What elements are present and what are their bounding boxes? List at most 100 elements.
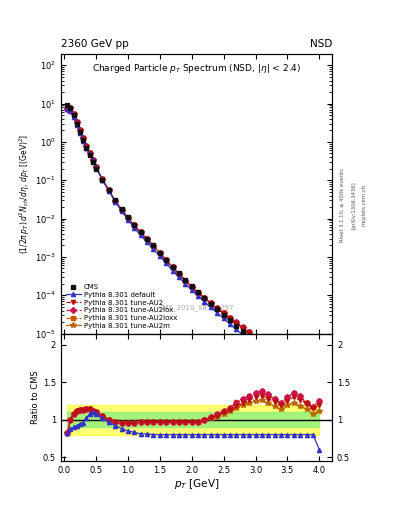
Pythia 8.301 tune-AU2	[84, 143, 89, 149]
Pythia 8.301 tune-AU2loxx	[158, 250, 162, 256]
Pythia 8.301 tune-AU2loxx	[68, 105, 73, 112]
Pythia 8.301 tune-AU2loxx	[71, 111, 76, 117]
Pythia 8.301 tune-AU2	[151, 243, 156, 249]
Pythia 8.301 tune-AU2m	[196, 290, 200, 296]
Pythia 8.301 tune-AU2lox	[119, 207, 124, 213]
CMS	[68, 105, 73, 112]
Pythia 8.301 tune-AU2m	[221, 310, 226, 316]
Pythia 8.301 tune-AU2loxx	[132, 222, 137, 228]
Pythia 8.301 tune-AU2m	[183, 278, 188, 284]
Pythia 8.301 default	[158, 253, 162, 260]
Pythia 8.301 default	[125, 217, 130, 223]
Pythia 8.301 tune-AU2m	[202, 295, 207, 301]
Pythia 8.301 tune-AU2m	[215, 306, 220, 312]
Pythia 8.301 tune-AU2lox	[196, 290, 200, 296]
Pythia 8.301 tune-AU2m	[298, 373, 303, 379]
CMS	[75, 121, 79, 127]
Pythia 8.301 default	[247, 337, 252, 343]
Pythia 8.301 tune-AU2m	[107, 187, 111, 194]
Pythia 8.301 tune-AU2lox	[170, 264, 175, 270]
Pythia 8.301 tune-AU2lox	[145, 236, 149, 242]
CMS	[170, 264, 175, 270]
Pythia 8.301 tune-AU2lox	[292, 366, 296, 372]
Pythia 8.301 tune-AU2loxx	[310, 384, 315, 390]
Pythia 8.301 tune-AU2	[164, 257, 169, 263]
Pythia 8.301 tune-AU2lox	[285, 361, 290, 368]
Pythia 8.301 tune-AU2lox	[234, 319, 239, 326]
Line: Pythia 8.301 tune-AU2m: Pythia 8.301 tune-AU2m	[64, 105, 322, 396]
Pythia 8.301 tune-AU2loxx	[125, 215, 130, 221]
Pythia 8.301 tune-AU2	[170, 264, 175, 270]
Pythia 8.301 default	[310, 391, 315, 397]
Pythia 8.301 tune-AU2m	[209, 301, 213, 307]
Pythia 8.301 default	[87, 151, 92, 157]
CMS	[94, 166, 98, 172]
Pythia 8.301 tune-AU2m	[138, 229, 143, 236]
Pythia 8.301 tune-AU2loxx	[304, 378, 309, 385]
Pythia 8.301 default	[292, 374, 296, 380]
CMS	[317, 392, 322, 398]
Text: mcplots.cern.ch: mcplots.cern.ch	[362, 184, 367, 226]
Pythia 8.301 tune-AU2	[81, 135, 86, 141]
Text: Rivet 3.1.10, ≥ 400k events: Rivet 3.1.10, ≥ 400k events	[340, 168, 345, 242]
Pythia 8.301 tune-AU2loxx	[202, 295, 207, 301]
Pythia 8.301 tune-AU2loxx	[247, 329, 252, 335]
Pythia 8.301 tune-AU2m	[125, 215, 130, 221]
Y-axis label: Ratio to CMS: Ratio to CMS	[31, 370, 40, 424]
CMS	[279, 360, 283, 366]
CMS	[304, 381, 309, 388]
Pythia 8.301 tune-AU2lox	[189, 284, 194, 290]
Pythia 8.301 tune-AU2	[298, 372, 303, 378]
Pythia 8.301 default	[132, 225, 137, 231]
Text: [arXiv:1306.3436]: [arXiv:1306.3436]	[351, 181, 356, 229]
Pythia 8.301 tune-AU2m	[78, 127, 83, 133]
Pythia 8.301 tune-AU2loxx	[298, 372, 303, 378]
Pythia 8.301 default	[151, 246, 156, 252]
CMS	[113, 197, 118, 203]
Pythia 8.301 tune-AU2m	[81, 135, 86, 141]
CMS	[81, 137, 86, 143]
CMS	[158, 249, 162, 255]
CMS	[247, 333, 252, 339]
Pythia 8.301 tune-AU2loxx	[279, 357, 283, 363]
Pythia 8.301 tune-AU2lox	[75, 119, 79, 125]
CMS	[215, 306, 220, 312]
Pythia 8.301 tune-AU2lox	[132, 222, 137, 228]
Pythia 8.301 tune-AU2	[317, 389, 322, 395]
Pythia 8.301 tune-AU2loxx	[170, 264, 175, 270]
CMS	[107, 187, 111, 194]
Legend: CMS, Pythia 8.301 default, Pythia 8.301 tune-AU2, Pythia 8.301 tune-AU2lox, Pyth: CMS, Pythia 8.301 default, Pythia 8.301 …	[64, 283, 178, 330]
CMS	[78, 129, 83, 135]
Pythia 8.301 tune-AU2m	[292, 367, 296, 373]
Pythia 8.301 tune-AU2loxx	[183, 278, 188, 284]
Pythia 8.301 tune-AU2m	[310, 386, 315, 392]
Pythia 8.301 tune-AU2loxx	[138, 229, 143, 236]
Pythia 8.301 default	[317, 400, 322, 407]
Pythia 8.301 tune-AU2	[100, 177, 105, 183]
Pythia 8.301 tune-AU2	[310, 385, 315, 391]
Pythia 8.301 tune-AU2lox	[164, 257, 169, 263]
Pythia 8.301 tune-AU2loxx	[266, 345, 271, 351]
CMS	[189, 283, 194, 289]
Pythia 8.301 tune-AU2loxx	[259, 338, 264, 345]
CMS	[272, 355, 277, 361]
Pythia 8.301 default	[285, 370, 290, 376]
Pythia 8.301 tune-AU2loxx	[75, 119, 79, 125]
Pythia 8.301 tune-AU2loxx	[196, 290, 200, 296]
Pythia 8.301 tune-AU2loxx	[164, 257, 169, 263]
CMS	[87, 152, 92, 158]
Pythia 8.301 tune-AU2lox	[304, 378, 309, 385]
Pythia 8.301 default	[176, 274, 181, 280]
Pythia 8.301 tune-AU2lox	[125, 215, 130, 221]
Pythia 8.301 tune-AU2lox	[107, 187, 111, 194]
Pythia 8.301 tune-AU2lox	[221, 310, 226, 316]
CMS	[151, 242, 156, 248]
Pythia 8.301 tune-AU2lox	[183, 278, 188, 284]
Pythia 8.301 default	[228, 321, 232, 327]
Pythia 8.301 default	[196, 293, 200, 299]
Pythia 8.301 tune-AU2lox	[209, 300, 213, 306]
Pythia 8.301 default	[241, 332, 245, 338]
Pythia 8.301 default	[272, 359, 277, 365]
Line: Pythia 8.301 tune-AU2: Pythia 8.301 tune-AU2	[65, 106, 321, 394]
Pythia 8.301 tune-AU2lox	[202, 295, 207, 301]
